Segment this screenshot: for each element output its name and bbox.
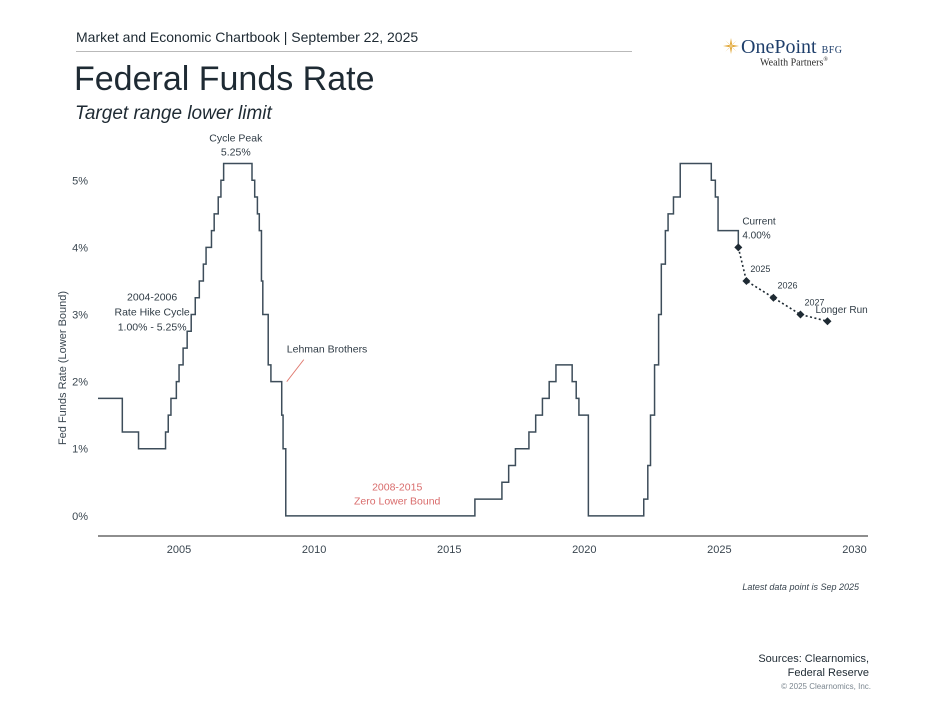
projection-label-line: 2026 — [777, 281, 797, 291]
onepoint-logo: OnePoint BFG Wealth Partners® — [723, 36, 883, 76]
annotation-zero-lower-bound-line: 2008-2015 — [372, 482, 422, 494]
x-tick-label-line: 2025 — [707, 544, 731, 556]
copyright-text: © 2025 Clearnomics, Inc. — [781, 682, 871, 691]
annotation-cycle-peak-line: Cycle Peak — [209, 132, 263, 144]
projection-label: 2027 — [804, 298, 824, 308]
y-tick-label: 2% — [72, 377, 88, 389]
y-tick-label: 3% — [72, 310, 88, 322]
projection-marker — [769, 293, 778, 302]
projection-label-line: 2027 — [804, 298, 824, 308]
y-tick-label: 5% — [72, 175, 88, 187]
page-title: Federal Funds Rate — [74, 60, 375, 98]
x-tick-label-line: 2005 — [167, 544, 191, 556]
annotation-cycle-peak: Cycle Peak 5.25% — [209, 132, 263, 158]
logo-name-text: OnePoint — [741, 36, 817, 58]
projection-label: 2026 — [777, 281, 797, 291]
fed-funds-step-line — [98, 162, 740, 517]
y-tick-label-line: 4% — [72, 242, 88, 254]
chartbook-header: Market and Economic Chartbook | Septembe… — [76, 29, 419, 45]
annotation-hike-cycle: 2004-2006 Rate Hike Cycle 1.00% - 5.25% — [114, 292, 189, 334]
y-tick-label-line: 2% — [72, 377, 88, 389]
projection-marker — [734, 243, 743, 252]
latest-data-note: Latest data point is Sep 2025 — [742, 582, 859, 592]
projection-label-current-line: 4.00% — [742, 230, 770, 241]
sources-text: Sources: Clearnomics, Federal Reserve — [758, 652, 869, 680]
projection-label-current-line: Current — [742, 216, 776, 227]
sun-star-icon — [723, 38, 739, 54]
logo-trademark: ® — [823, 57, 828, 63]
logo-suffix-text: BFG — [821, 45, 843, 56]
projection-marker — [796, 310, 805, 319]
y-axis-label: Fed Funds Rate (Lower Bound) — [57, 291, 69, 445]
annotation-hike-cycle-line: Rate Hike Cycle — [114, 307, 189, 319]
y-tick-label: 4% — [72, 242, 88, 254]
projection-label: 2025 — [750, 264, 770, 274]
annotation-zero-lower-bound: 2008-2015 Zero Lower Bound — [354, 482, 441, 508]
y-tick-label: 1% — [72, 444, 88, 456]
sources-line-2: Federal Reserve — [787, 667, 869, 679]
annotation-lehman: Lehman Brothers — [287, 344, 368, 356]
x-tick-label: 2025 — [707, 544, 731, 556]
x-tick-label: 2005 — [167, 544, 191, 556]
logo-subtitle: Wealth Partners® — [760, 57, 828, 68]
y-tick-label: 0% — [72, 511, 88, 523]
y-axis-label-line: Fed Funds Rate (Lower Bound) — [57, 291, 69, 445]
annotation-hike-cycle-line: 2004-2006 — [127, 292, 177, 304]
x-tick-label-line: 2020 — [572, 544, 596, 556]
x-tick-label: 2020 — [572, 544, 596, 556]
projection-marker — [742, 276, 751, 285]
projection-label-current: Current 4.00% — [742, 216, 776, 241]
logo-subtitle-text: Wealth Partners — [760, 57, 824, 69]
lehman-pointer-line — [286, 359, 305, 382]
logo-wordmark: OnePoint BFG — [741, 36, 843, 59]
y-tick-label-line: 1% — [72, 444, 88, 456]
annotation-hike-cycle-line: 1.00% - 5.25% — [118, 322, 187, 334]
x-tick-label: 2030 — [842, 544, 866, 556]
annotation-lehman-line: Lehman Brothers — [287, 344, 368, 356]
x-tick-label-line: 2015 — [437, 544, 461, 556]
page-subtitle: Target range lower limit — [75, 103, 272, 124]
sources-line-1: Sources: Clearnomics, — [758, 653, 869, 665]
projection-label-line: 2025 — [750, 264, 770, 274]
header-divider — [76, 51, 632, 52]
y-tick-label-line: 0% — [72, 511, 88, 523]
projection-label-longer-run-line: Longer Run — [815, 305, 867, 316]
x-tick-label-line: 2030 — [842, 544, 866, 556]
projection-marker — [823, 317, 832, 326]
x-tick-label-line: 2010 — [302, 544, 326, 556]
annotation-cycle-peak-line: 5.25% — [221, 146, 251, 158]
annotation-zero-lower-bound-line: Zero Lower Bound — [354, 496, 441, 508]
y-tick-label-line: 5% — [72, 175, 88, 187]
x-tick-label: 2015 — [437, 544, 461, 556]
projection-label-longer-run: Longer Run — [815, 305, 867, 316]
projection-dotted-line — [737, 247, 828, 322]
y-tick-label-line: 3% — [72, 310, 88, 322]
x-tick-label: 2010 — [302, 544, 326, 556]
